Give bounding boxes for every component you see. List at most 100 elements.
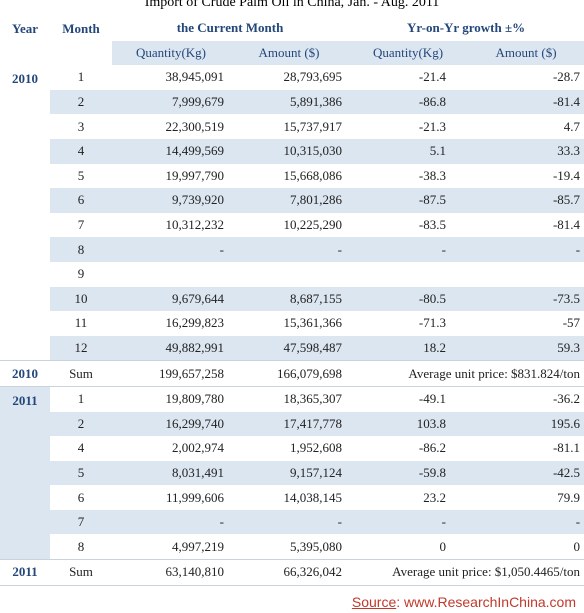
- source-text: : www.ResearchInChina.com: [396, 594, 576, 610]
- amount-cell: 8,687,155: [230, 286, 349, 312]
- growth-amount-cell: -81.1: [552, 440, 581, 456]
- header-month: Month: [62, 21, 100, 36]
- quantity-cell: 11,999,606: [165, 489, 224, 505]
- amount-cell: -: [230, 509, 349, 535]
- quantity-cell: 16,299,740: [112, 411, 230, 437]
- table-row: 3 22,300,519 15,737,917 -21.3 4.7: [0, 114, 584, 139]
- quantity-cell: 49,882,991: [112, 335, 230, 361]
- growth-amount-cell: -42.5: [468, 460, 584, 486]
- growth-amount-cell: -81.4: [468, 89, 584, 115]
- table-row: 2010 1 38,945,091 28,793,695 -21.4 -28.7: [0, 65, 584, 90]
- growth-amount-cell: -57: [562, 315, 581, 331]
- quantity-cell: 38,945,091: [165, 69, 225, 85]
- month-cell: 5: [50, 460, 112, 486]
- table-row: 7 10,312,232 10,225,290 -83.5 -81.4: [0, 213, 584, 238]
- growth-quantity-cell: 18.2: [348, 335, 469, 361]
- growth-quantity-cell: 23.2: [423, 489, 447, 505]
- amount-cell: 15,361,366: [283, 315, 343, 331]
- month-cell: 6: [50, 188, 112, 213]
- table-row: 6 9,739,920 7,801,286 -87.5 -85.7: [0, 188, 584, 213]
- table-row: 9: [0, 262, 584, 287]
- header-quantity: Quantity(Kg): [112, 40, 230, 66]
- table-row: 8 4,997,219 5,395,080 0 0: [0, 534, 584, 559]
- quantity-cell: 10,312,232: [165, 217, 225, 233]
- growth-amount-cell: 4.7: [563, 118, 581, 134]
- quantity-cell: [112, 262, 230, 287]
- table-row: 2 16,299,740 17,417,778 103.8 195.6: [0, 411, 584, 437]
- table-row: 5 19,997,790 15,668,086 -38.3 -19.4: [0, 164, 584, 189]
- average-unit-price: Average unit price: $1,050.4465/ton: [348, 559, 584, 586]
- amount-cell: 15,737,917: [283, 118, 343, 134]
- growth-quantity-cell: -80.5: [348, 286, 469, 312]
- header-yoy-growth: Yr-on-Yr growth ±%: [406, 20, 526, 36]
- quantity-cell: 4,997,219: [172, 538, 224, 554]
- amount-cell: 18,365,307: [283, 391, 343, 407]
- section-2011: 2011 1 19,809,780 18,365,307 -49.1 -36.2 2 16,2…: [0, 386, 584, 586]
- sum-amount-cell: 66,326,042: [230, 559, 349, 586]
- quantity-cell: -: [112, 509, 230, 535]
- growth-amount-cell: -81.4: [552, 217, 581, 233]
- month-cell: 3: [77, 118, 85, 134]
- growth-quantity-cell: -: [348, 237, 469, 262]
- month-cell: 10: [50, 286, 112, 312]
- quantity-cell: 19,809,780: [165, 391, 225, 407]
- table-row: 11 16,299,823 15,361,366 -71.3 -57: [0, 311, 584, 336]
- growth-quantity-cell: -21.3: [418, 118, 447, 134]
- header-year: Year: [12, 21, 38, 36]
- growth-amount-cell: 59.3: [468, 335, 584, 361]
- month-cell: 12: [50, 335, 112, 361]
- month-cell: 7: [50, 509, 112, 535]
- sum-year-cell: 2011: [0, 559, 50, 586]
- table-row: 7----: [0, 509, 584, 535]
- growth-amount-cell: 0: [573, 538, 581, 554]
- header-amount: Amount ($): [230, 40, 349, 66]
- growth-amount-cell: -85.7: [468, 188, 584, 213]
- growth-quantity-cell: -49.1: [418, 391, 447, 407]
- quantity-cell: 9,679,644: [112, 286, 230, 312]
- sum-year-cell: 2010: [0, 360, 50, 387]
- quantity-cell: 14,499,569: [112, 138, 230, 164]
- growth-quantity-cell: -59.8: [348, 460, 469, 486]
- header-current-month: the Current Month: [176, 20, 284, 36]
- sum-row: 2010 Sum 199,657,258 166,079,698 Average uni…: [0, 360, 584, 387]
- sum-quantity-cell: 199,657,258: [112, 360, 230, 387]
- growth-quantity-cell: -38.3: [418, 167, 447, 183]
- growth-quantity-cell: -87.5: [348, 188, 469, 213]
- sum-row: 2011 Sum 63,140,810 66,326,042 Average unit …: [0, 559, 584, 586]
- growth-quantity-cell: -: [348, 509, 469, 535]
- amount-cell: [230, 262, 348, 287]
- growth-amount-cell: -19.4: [552, 167, 581, 183]
- header-growth-quantity: Quantity(Kg): [348, 40, 469, 66]
- import-table: Year Month the Current Month Yr-on-Yr gr…: [0, 16, 584, 586]
- month-cell: 8: [77, 538, 85, 554]
- amount-cell: 5,395,080: [290, 538, 343, 554]
- table-row: 4 2,002,974 1,952,608 -86.2 -81.1: [0, 436, 584, 461]
- year-cell: 2010: [12, 71, 38, 87]
- sum-quantity-cell: 63,140,810: [112, 559, 230, 586]
- amount-cell: 10,225,290: [283, 217, 343, 233]
- growth-quantity-cell: 0: [439, 538, 447, 554]
- year-cell: 2011: [0, 386, 50, 560]
- month-cell: 7: [77, 217, 85, 233]
- growth-quantity-cell: -21.4: [418, 69, 447, 85]
- growth-quantity-cell: -71.3: [418, 315, 447, 331]
- amount-cell: 17,417,778: [230, 411, 349, 437]
- amount-cell: 10,315,030: [230, 138, 349, 164]
- month-cell: 9: [77, 266, 85, 282]
- amount-cell: -: [230, 237, 349, 262]
- growth-quantity-cell: -83.5: [418, 217, 447, 233]
- table-row: 2011 1 19,809,780 18,365,307 -49.1 -36.2: [0, 386, 584, 560]
- average-unit-price: Average unit price: $831.824/ton: [348, 360, 584, 387]
- sum-amount-cell: 166,079,698: [230, 360, 349, 387]
- quantity-cell: 7,999,679: [112, 89, 230, 115]
- growth-amount-cell: 79.9: [557, 489, 581, 505]
- table-row: 4 14,499,569 10,315,030 5.1 33.3: [0, 138, 584, 164]
- growth-quantity-cell: -86.8: [348, 89, 469, 115]
- quantity-cell: 19,997,790: [165, 167, 225, 183]
- table-title: Import of Crude Palm Oil in China, Jan. …: [144, 0, 440, 10]
- month-cell: 2: [50, 411, 112, 437]
- month-cell: 4: [77, 440, 85, 456]
- month-cell: 6: [77, 489, 85, 505]
- amount-cell: 47,598,487: [230, 335, 349, 361]
- quantity-cell: 2,002,974: [172, 440, 224, 456]
